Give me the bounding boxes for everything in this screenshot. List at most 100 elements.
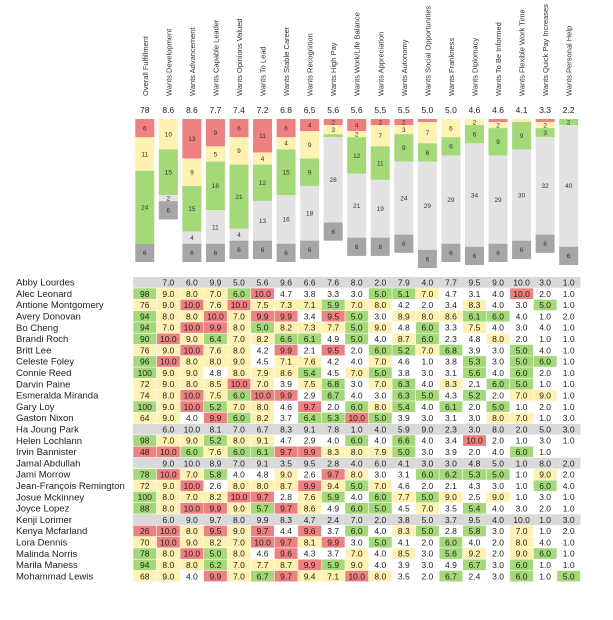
table-cell: 9.5 xyxy=(469,515,481,525)
cell-background xyxy=(321,344,345,356)
table-cell: 6.0 xyxy=(516,571,528,581)
table-cell: 94 xyxy=(140,560,150,570)
table-cell: 7.8 xyxy=(327,424,339,434)
employee-name: Britt Lee xyxy=(16,345,51,356)
bar-segment-dark_gray xyxy=(205,243,225,262)
table-cell: 8.0 xyxy=(257,402,269,412)
bar-segment-yellow xyxy=(512,119,532,123)
cell-background xyxy=(251,491,274,503)
table-cell: 6.6 xyxy=(398,436,410,446)
table-cell: 4.0 xyxy=(492,447,504,457)
bar-segment-label: 11 xyxy=(212,224,219,231)
table-cell: 10.0 xyxy=(348,413,365,423)
table-cell: 4.0 xyxy=(351,391,363,401)
table-cell: 8.0 xyxy=(351,447,363,457)
bar-segment-green xyxy=(535,128,555,138)
table-cell: 6.0 xyxy=(492,311,504,321)
bar-segment-label: 9 xyxy=(402,145,406,152)
table-cell: 6.0 xyxy=(421,334,433,344)
cell-background xyxy=(227,435,251,446)
cell-background xyxy=(486,412,510,424)
table-row: Kenji Lorimer 6.0 9.0 9.7 8.0 9.9 8.3 4.7 2.4 7.0… xyxy=(16,514,581,526)
bar-segment-label: 6 xyxy=(214,250,218,257)
cell-background xyxy=(274,559,298,571)
bar-segment-label: 6 xyxy=(355,244,359,251)
column-average: 7.4 xyxy=(233,105,245,115)
table-cell: 4.0 xyxy=(374,560,386,570)
table-cell: 1.0 xyxy=(563,334,575,344)
table-cell: 9.0 xyxy=(162,458,174,468)
cell-background xyxy=(133,390,157,401)
table-cell: 4.7 xyxy=(445,289,457,299)
cell-background xyxy=(227,536,251,548)
cell-background xyxy=(180,435,204,446)
table-cell: 4.7 xyxy=(280,289,292,299)
table-cell: 4.0 xyxy=(563,481,575,491)
bar-segment-green xyxy=(441,137,461,156)
cell-background xyxy=(368,356,392,367)
table-cell: 9.0 xyxy=(162,289,174,299)
table-cell: 8.0 xyxy=(186,289,198,299)
table-cell: 7.6 xyxy=(210,300,222,310)
cell-background xyxy=(180,548,204,559)
employee-name: Brandi Roch xyxy=(16,334,68,345)
bar-segment-green xyxy=(464,125,484,144)
cell-background xyxy=(392,333,416,345)
cell-background xyxy=(510,570,534,582)
table-cell: 10.0 xyxy=(184,424,201,434)
table-cell: 2.1 xyxy=(304,345,316,355)
table-cell: 5.2 xyxy=(210,436,222,446)
table-cell: 5.0 xyxy=(374,368,386,378)
bar-segment-label: 2 xyxy=(543,122,547,129)
cell-background xyxy=(227,288,251,299)
table-cell: 1.0 xyxy=(421,357,433,367)
table-cell: 8.0 xyxy=(492,334,504,344)
table-cell: 98 xyxy=(140,289,150,299)
table-row: Marila Maness 94 8.0 8.0 6.2 7.0 7.7 8.7 9.9 5.9 9… xyxy=(16,559,575,571)
table-row: Irvin Bannister 48 10.0 6.0 7.6 6.0 6.1 9.7 9.9 8… xyxy=(16,446,551,458)
table-cell: 3.0 xyxy=(492,345,504,355)
table-cell: 2.0 xyxy=(492,391,504,401)
table-cell: 3.4 xyxy=(304,311,316,321)
bar-segment-label: 40 xyxy=(565,183,573,190)
column-average: 5.0 xyxy=(421,105,433,115)
cell-background xyxy=(345,480,369,492)
table-cell: 7.3 xyxy=(304,323,316,333)
bar-segment-label: 6 xyxy=(567,253,571,260)
cell-background xyxy=(415,390,439,401)
cell-background xyxy=(321,536,345,548)
table-cell: 4.0 xyxy=(516,311,528,321)
bar-segment-green xyxy=(559,119,579,126)
table-cell: 3.0 xyxy=(539,436,551,446)
table-cell: 5.9 xyxy=(327,300,339,310)
cell-background xyxy=(156,525,180,537)
table-cell: 8.0 xyxy=(233,323,245,333)
cell-background xyxy=(392,378,416,390)
table-cell: 7.0 xyxy=(421,289,433,299)
cell-background xyxy=(156,322,180,333)
bar-segment-label: 6 xyxy=(167,208,171,215)
cell-background xyxy=(486,401,510,412)
table-cell: 2.9 xyxy=(304,436,316,446)
table-cell: 9.0 xyxy=(162,413,174,423)
bar-segment-green xyxy=(512,122,532,150)
cell-background xyxy=(533,356,557,367)
bar-segment-dark_gray xyxy=(347,237,367,256)
table-cell: 10.0 xyxy=(160,470,177,480)
cell-background xyxy=(463,356,486,367)
table-cell: 9.0 xyxy=(186,334,198,344)
cell-background xyxy=(345,446,369,458)
table-cell: 5.0 xyxy=(374,537,386,547)
table-cell: 3.0 xyxy=(421,447,433,457)
bar-segment-label: 6 xyxy=(543,241,547,248)
bar-segment-red xyxy=(276,119,296,138)
bar-segment-dark_gray xyxy=(394,234,414,253)
table-cell: 4.0 xyxy=(492,300,504,310)
bar-segment-label: 2 xyxy=(355,132,359,139)
table-cell: 4.6 xyxy=(398,357,410,367)
table-cell: 8.1 xyxy=(210,424,222,434)
table-cell: 8.0 xyxy=(162,492,174,502)
cell-background xyxy=(227,503,251,514)
table-cell: 9.5 xyxy=(304,458,316,468)
cell-background xyxy=(557,570,581,582)
